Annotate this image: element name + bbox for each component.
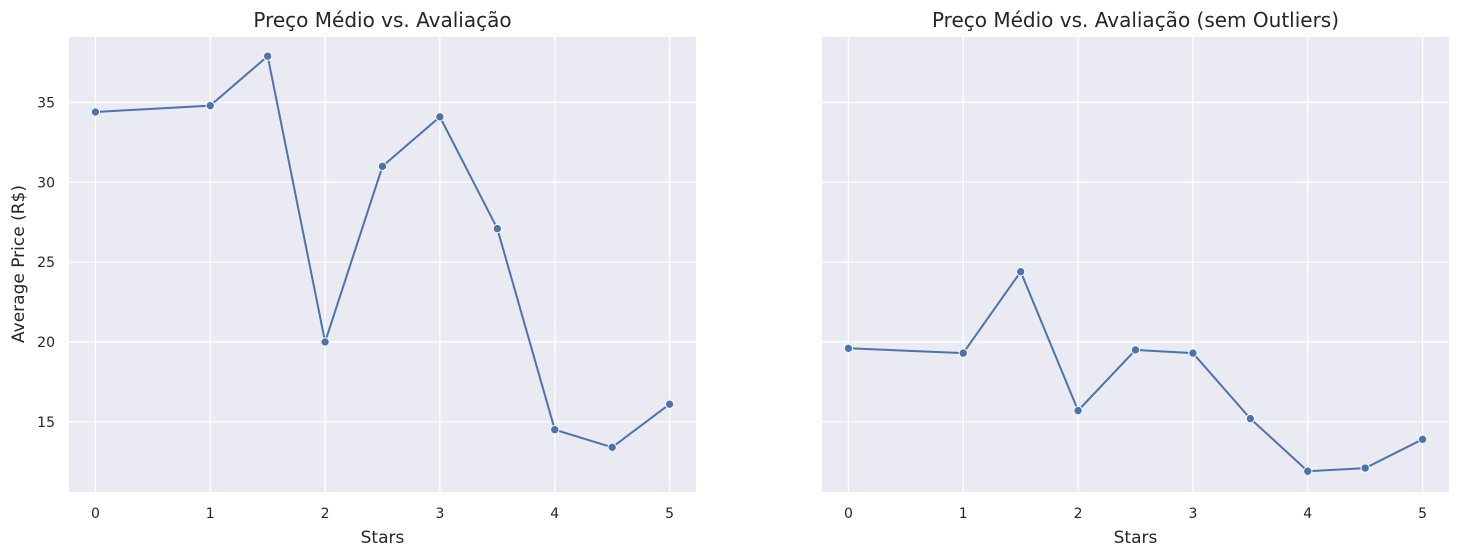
right-tick-labels: 0 1 2 3 4 5 bbox=[844, 506, 1427, 522]
right-x-tick-label: 5 bbox=[1418, 506, 1427, 522]
left-data-point bbox=[205, 100, 215, 111]
left-x-tick-label: 5 bbox=[665, 506, 674, 522]
left-data-point bbox=[550, 425, 560, 435]
left-data-point bbox=[377, 161, 388, 172]
right-x-tick-label: 4 bbox=[1303, 506, 1312, 522]
right-data-point bbox=[1303, 466, 1313, 476]
left-x-tick-label: 2 bbox=[321, 506, 330, 522]
right-x-tick-label: 0 bbox=[844, 506, 853, 522]
left-y-axis-label: Average Price (R$) bbox=[9, 185, 29, 343]
right-data-point bbox=[843, 343, 854, 354]
left-data-point bbox=[262, 51, 273, 61]
left-data-point bbox=[320, 337, 330, 347]
left-data-point bbox=[607, 442, 617, 452]
right-data-point bbox=[1188, 348, 1198, 358]
right-chart-title: Preço Médio vs. Avaliação (sem Outliers) bbox=[932, 8, 1339, 32]
left-series-points bbox=[90, 51, 675, 452]
right-x-axis-label: Stars bbox=[1114, 528, 1158, 548]
left-data-point bbox=[664, 399, 675, 409]
left-chart-title: Preço Médio vs. Avaliação bbox=[253, 8, 511, 32]
left-grid bbox=[69, 37, 696, 492]
right-data-point bbox=[1015, 266, 1026, 277]
left-y-tick-label: 35 bbox=[37, 95, 55, 111]
right-data-point bbox=[1417, 434, 1428, 445]
left-x-tick-label: 3 bbox=[435, 506, 444, 522]
left-y-tick-label: 20 bbox=[37, 335, 55, 351]
right-data-point bbox=[1360, 463, 1370, 473]
right-x-tick-label: 1 bbox=[959, 506, 968, 522]
left-chart: 0 1 2 3 4 5 15 20 25 30 35 Preço Médio vs. Avaliaç… bbox=[9, 8, 696, 548]
right-data-point bbox=[1073, 405, 1083, 416]
right-chart: 0 1 2 3 4 5 Preço Médio vs. Avaliação (sem Ou… bbox=[822, 8, 1449, 548]
left-data-point bbox=[435, 112, 445, 122]
left-series-line bbox=[95, 54, 671, 449]
right-series-points bbox=[843, 266, 1428, 476]
left-y-tick-label: 25 bbox=[37, 255, 55, 271]
right-data-point bbox=[958, 348, 968, 358]
left-x-tick-label: 4 bbox=[550, 506, 559, 522]
right-grid bbox=[822, 37, 1449, 492]
left-plot-area bbox=[69, 37, 696, 492]
left-data-point bbox=[90, 107, 101, 117]
right-x-tick-label: 2 bbox=[1074, 506, 1083, 522]
left-y-tick-label: 15 bbox=[37, 415, 55, 431]
left-data-point bbox=[492, 223, 503, 234]
right-x-tick-label: 3 bbox=[1188, 506, 1197, 522]
right-data-point bbox=[1130, 345, 1141, 355]
right-series-line bbox=[848, 269, 1424, 473]
left-y-tick-label: 30 bbox=[37, 175, 55, 191]
right-plot-area bbox=[822, 37, 1449, 492]
left-tick-labels: 0 1 2 3 4 5 15 20 25 30 35 bbox=[37, 95, 674, 522]
left-x-tick-label: 1 bbox=[206, 506, 215, 522]
left-x-tick-label: 0 bbox=[91, 506, 100, 522]
left-x-axis-label: Stars bbox=[361, 528, 405, 548]
right-data-point bbox=[1245, 413, 1256, 424]
